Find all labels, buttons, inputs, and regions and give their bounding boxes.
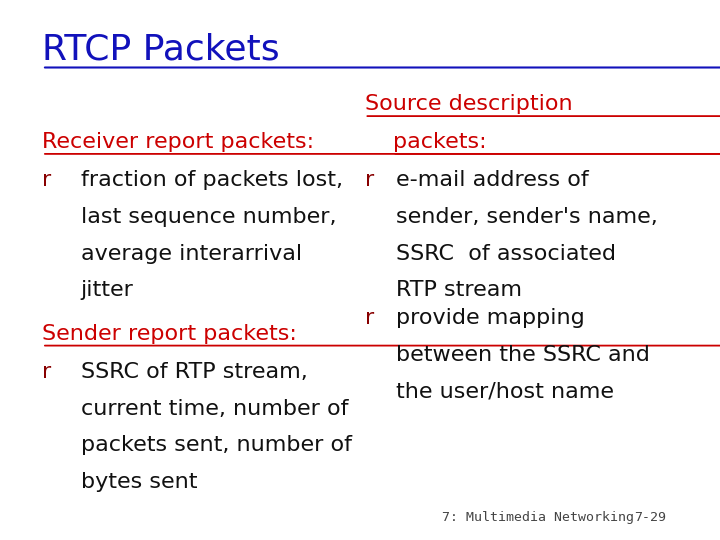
Text: average interarrival: average interarrival: [81, 244, 302, 264]
Text: Source description: Source description: [364, 94, 572, 114]
Text: current time, number of: current time, number of: [81, 399, 348, 418]
Text: SSRC  of associated: SSRC of associated: [396, 244, 616, 264]
Text: last sequence number,: last sequence number,: [81, 207, 336, 227]
Text: Sender report packets:: Sender report packets:: [42, 324, 297, 344]
Text: packets sent, number of: packets sent, number of: [81, 435, 351, 455]
Text: between the SSRC and: between the SSRC and: [396, 345, 650, 364]
Text: RTCP Packets: RTCP Packets: [42, 32, 279, 66]
Text: SSRC of RTP stream,: SSRC of RTP stream,: [81, 362, 307, 382]
Text: r: r: [364, 170, 374, 190]
Text: 7-29: 7-29: [634, 511, 667, 524]
Text: fraction of packets lost,: fraction of packets lost,: [81, 170, 343, 190]
Text: Receiver report packets:: Receiver report packets:: [42, 132, 314, 152]
Text: the user/host name: the user/host name: [396, 381, 614, 401]
Text: RTP stream: RTP stream: [396, 280, 522, 300]
Text: e-mail address of: e-mail address of: [396, 170, 589, 190]
Text: packets:: packets:: [392, 132, 486, 152]
Text: jitter: jitter: [81, 280, 133, 300]
Text: bytes sent: bytes sent: [81, 472, 197, 492]
Text: provide mapping: provide mapping: [396, 308, 585, 328]
Text: sender, sender's name,: sender, sender's name,: [396, 207, 658, 227]
Text: r: r: [364, 308, 374, 328]
Text: r: r: [42, 362, 51, 382]
Text: 7: Multimedia Networking: 7: Multimedia Networking: [441, 511, 634, 524]
Text: r: r: [42, 170, 51, 190]
